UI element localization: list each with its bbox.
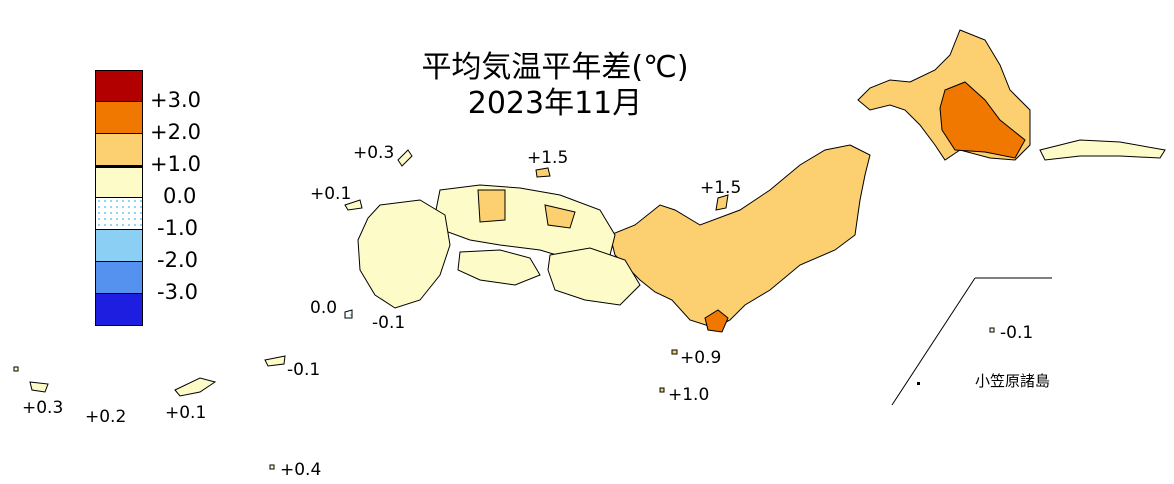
station-label: +0.1 [310, 184, 352, 204]
station-label: -0.1 [372, 313, 406, 333]
ogasawara-label: 小笠原諸島 [975, 372, 1051, 390]
inset-border-diagonal [891, 277, 976, 406]
station-label: +0.9 [680, 348, 722, 368]
tsushima-island [397, 149, 413, 167]
torishima-island [659, 387, 665, 393]
station-label: +0.4 [280, 460, 322, 480]
hachijo-island [671, 349, 678, 355]
legend-label-6: -2.0 [157, 248, 198, 272]
kyushu-region [357, 199, 451, 309]
station-label: +1.5 [527, 148, 569, 168]
station-label: -0.1 [1000, 323, 1034, 343]
legend-color-bar [95, 70, 143, 326]
map-title: 平均気温平年差(℃) 2023年11月 [390, 50, 720, 122]
legend-swatch-8 [95, 294, 143, 326]
station-label: -0.1 [287, 360, 321, 380]
shikoku-region [457, 249, 541, 286]
legend-swatch-4 [95, 166, 143, 198]
miyako-islands [29, 381, 49, 393]
okinawa-islands [174, 377, 217, 397]
legend-swatch-3 [95, 134, 143, 166]
station-label: +0.2 [85, 407, 127, 427]
legend-swatch-1 [95, 70, 143, 102]
station-label: +0.1 [165, 403, 207, 423]
legend-swatch-7 [95, 262, 143, 294]
legend-swatch-5 [95, 198, 143, 230]
chugoku-warm-region [477, 189, 506, 223]
yonaguni-island [13, 366, 19, 372]
kinki-region [547, 247, 641, 306]
kuril-islands [1039, 139, 1166, 161]
minami-torishima [917, 382, 920, 385]
legend-label-3: +1.0 [150, 152, 201, 176]
legend-label-2: +2.0 [150, 120, 201, 144]
station-label: +0.3 [353, 143, 395, 163]
station-label: +1.0 [668, 385, 710, 405]
goto-island [344, 199, 363, 211]
chugoku-warm-region-2 [544, 204, 576, 229]
station-label: 0.0 [310, 298, 338, 318]
legend-label-4: 0.0 [163, 184, 197, 208]
legend-swatch-6 [95, 230, 143, 262]
legend-label-5: -1.0 [157, 216, 198, 240]
station-label: +1.5 [700, 178, 742, 198]
sado-island [715, 194, 729, 211]
amami-islands [264, 355, 286, 367]
title-line-2: 2023年11月 [467, 86, 643, 121]
kanto-hot-region [704, 309, 729, 333]
station-label: +0.3 [22, 398, 64, 418]
honshu-region [609, 144, 871, 329]
legend-label-1: +3.0 [150, 88, 201, 112]
title-line-1: 平均気温平年差(℃) [421, 50, 689, 85]
legend-swatch-2 [95, 102, 143, 134]
yakushima-island [344, 309, 353, 319]
oki-island [535, 167, 551, 178]
legend-label-7: -3.0 [157, 280, 198, 304]
daito-island [269, 464, 275, 470]
ogasawara-island [989, 327, 995, 333]
hokkaido-east-region [939, 81, 1026, 159]
